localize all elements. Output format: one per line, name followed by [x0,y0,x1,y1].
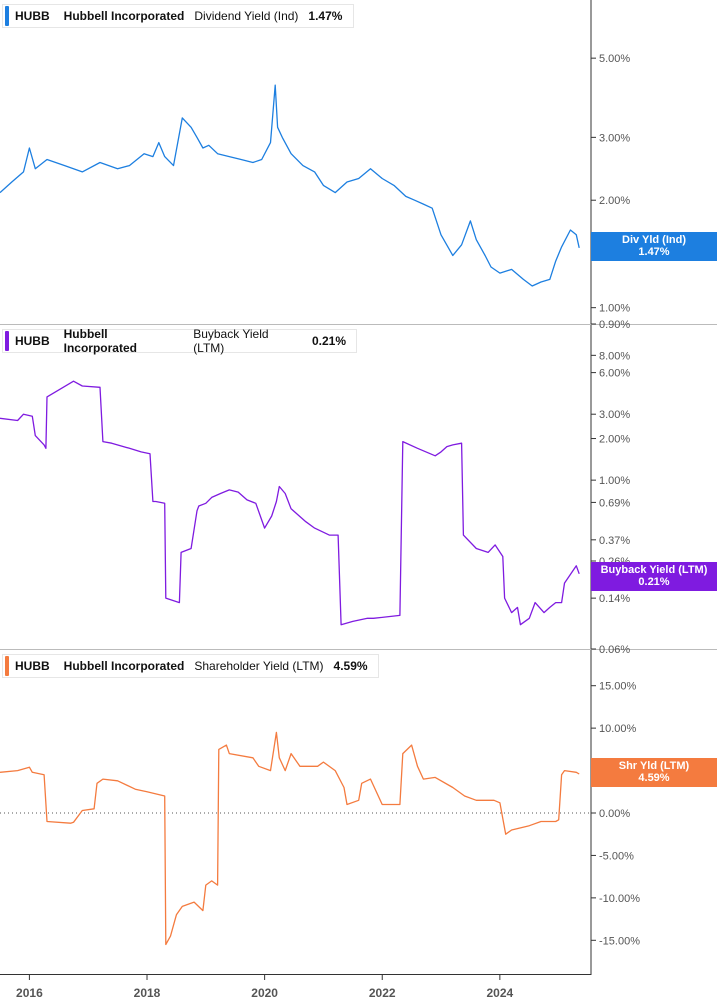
y-tick-label: 6.00% [599,368,630,380]
y-tick-label: 0.69% [599,497,630,509]
y-tick-label: 2.00% [599,195,630,207]
y-tick-label: -15.00% [599,935,640,947]
x-tick-label: 2024 [486,986,513,1000]
x-tick-label: 2020 [251,986,278,1000]
legend-company: Hubbell Incorporated [63,659,185,673]
y-tick-label: 15.00% [599,681,637,693]
series-color-swatch [5,656,9,676]
legend-metric: Dividend Yield (Ind) [194,9,299,23]
legend-metric: Shareholder Yield (LTM) [194,659,324,673]
tag-value: 0.21% [638,576,670,588]
y-tick-label: 0.14% [599,593,630,605]
y-tick-label: 3.00% [599,132,630,144]
legend-dividend-yield: HUBB Hubbell Incorporated Dividend Yield… [2,4,354,28]
y-tick-label: 0.90% [599,319,630,331]
y-tick-label: 8.00% [599,350,630,362]
legend-company: Hubbell Incorporated [63,327,137,355]
y-tick-label: 2.00% [599,434,630,446]
x-tick-label: 2022 [369,986,396,1000]
series-line-dividend-yield-ind- [0,84,580,287]
tag-value: 4.59% [638,772,670,784]
y-tick-label: 1.00% [599,303,630,315]
legend-ticker: HUBB [14,334,50,348]
legend-company: Hubbell Incorporated [63,9,185,23]
series-line-buyback-yield-ltm- [0,380,580,626]
legend-value: 4.59% [333,659,368,673]
y-tick-label: 3.00% [599,409,630,421]
tag-label: Shr Yld (LTM) [618,760,690,772]
legend-value: 1.47% [308,9,343,23]
y-tick-label: 0.37% [599,535,630,547]
series-color-swatch [5,6,9,26]
series-color-swatch [5,331,9,351]
tag-label: Buyback Yield (LTM) [600,564,708,576]
y-tick-label: 0.00% [599,808,630,820]
x-tick-label: 2016 [16,986,43,1000]
value-tag-shareholder-yield: Shr Yld (LTM) 4.59% [591,758,717,787]
y-tick-label: 0.06% [599,644,630,656]
legend-value: 0.21% [311,334,346,348]
y-tick-label: 5.00% [599,53,630,65]
legend-ticker: HUBB [15,9,50,23]
legend-buyback-yield: HUBB Hubbell Incorporated Buyback Yield … [2,327,357,355]
tag-value: 1.47% [638,246,670,258]
x-tick-label: 2018 [134,986,161,1000]
legend-ticker: HUBB [15,659,50,673]
tag-label: Div Yld (Ind) [622,234,686,246]
legend-metric: Buyback Yield (LTM) [193,327,269,355]
series-line-shareholder-yield-ltm- [0,731,580,946]
y-tick-label: 1.00% [599,475,630,487]
value-tag-dividend-yield: Div Yld (Ind) 1.47% [591,232,717,261]
y-tick-label: -5.00% [599,850,634,862]
y-tick-label: -10.00% [599,893,640,905]
value-tag-buyback-yield: Buyback Yield (LTM) 0.21% [591,562,717,591]
y-tick-label: 10.00% [599,723,637,735]
legend-shareholder-yield: HUBB Hubbell Incorporated Shareholder Yi… [2,654,379,678]
